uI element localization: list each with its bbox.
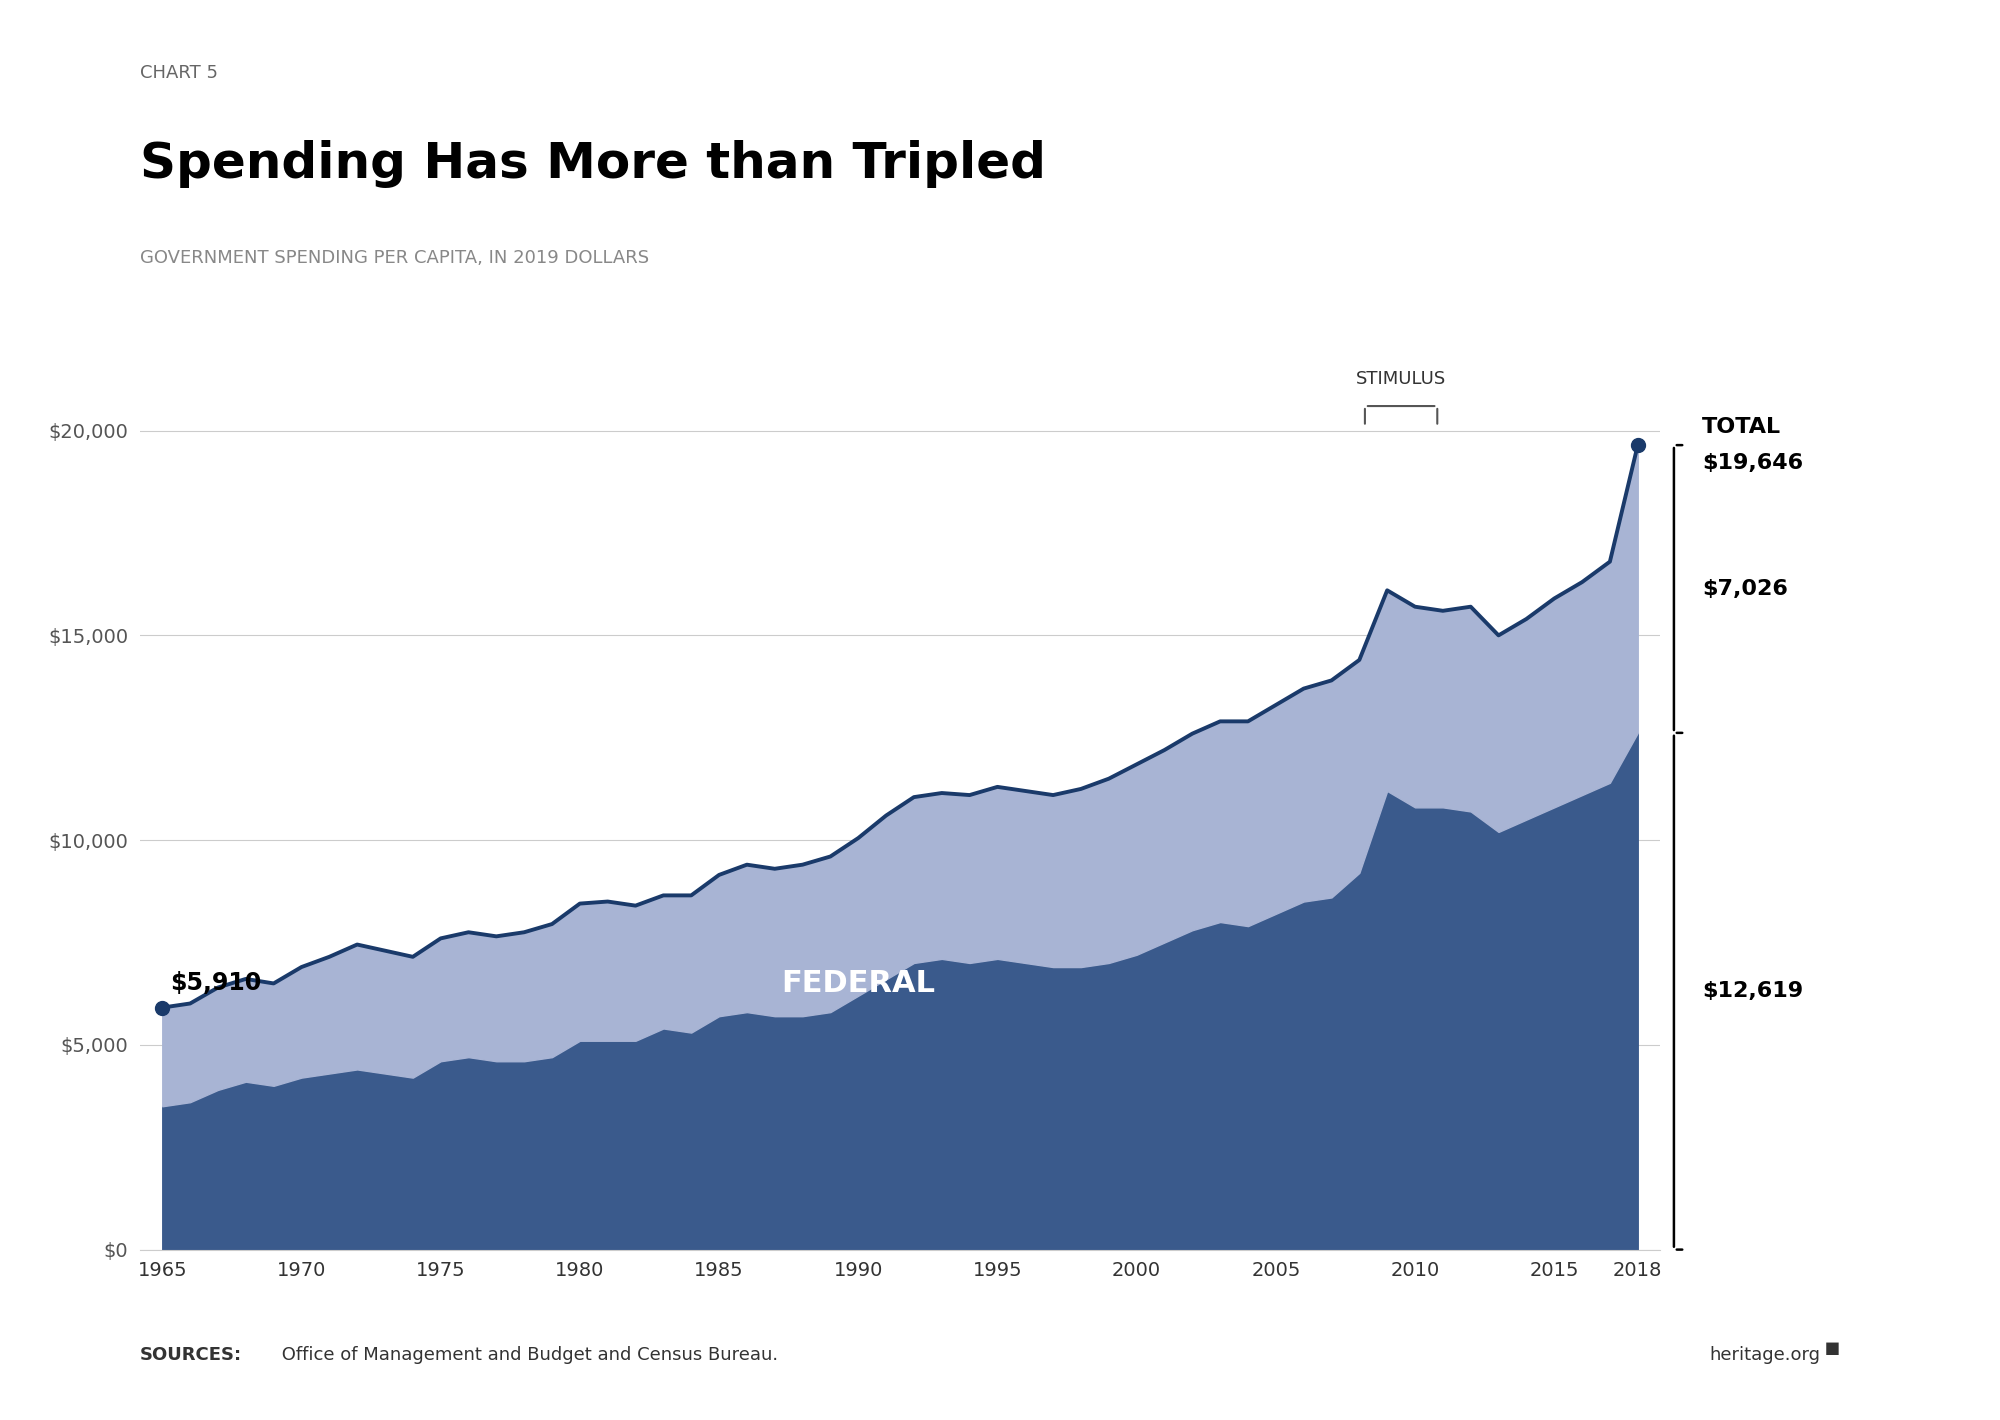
Text: TOTAL: TOTAL	[1702, 417, 1780, 437]
Point	[146, 997, 178, 1020]
Text: GOVERNMENT SPENDING PER CAPITA, IN 2019 DOLLARS: GOVERNMENT SPENDING PER CAPITA, IN 2019 …	[140, 248, 650, 267]
Text: $19,646: $19,646	[1702, 453, 1802, 473]
Text: FEDERAL: FEDERAL	[782, 968, 936, 998]
Text: $7,026: $7,026	[1702, 579, 1788, 599]
Text: Spending Has More than Tripled: Spending Has More than Tripled	[140, 139, 1046, 187]
Text: STATE
AND LOCAL: STATE AND LOCAL	[650, 750, 844, 815]
Text: $12,619: $12,619	[1702, 981, 1802, 1001]
Text: Office of Management and Budget and Census Bureau.: Office of Management and Budget and Cens…	[276, 1346, 778, 1365]
Point	[1622, 433, 1654, 456]
Text: $5,910: $5,910	[170, 971, 262, 995]
Text: CHART 5: CHART 5	[140, 64, 218, 82]
Text: SOURCES:: SOURCES:	[140, 1346, 242, 1365]
Text: STIMULUS: STIMULUS	[1356, 369, 1446, 388]
Text: ▪: ▪	[1824, 1336, 1840, 1360]
Text: heritage.org: heritage.org	[1708, 1346, 1820, 1365]
